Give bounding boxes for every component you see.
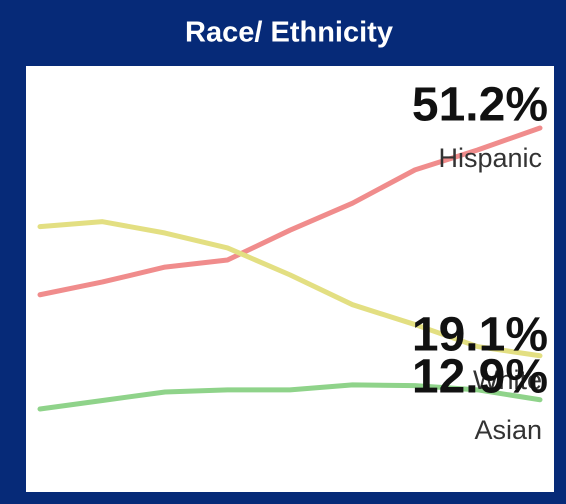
series-line — [37, 382, 543, 412]
series-label: Hispanic — [438, 143, 542, 173]
value-label: 12.9% — [412, 351, 548, 404]
value-label: 19.1% — [412, 309, 548, 362]
series-label: Asian — [474, 415, 542, 445]
series-label: White — [473, 365, 542, 395]
value-label: 51.2% — [412, 79, 548, 132]
chart-title: Race/ Ethnicity — [185, 17, 393, 49]
series-line — [37, 219, 543, 359]
series-line — [37, 125, 543, 298]
